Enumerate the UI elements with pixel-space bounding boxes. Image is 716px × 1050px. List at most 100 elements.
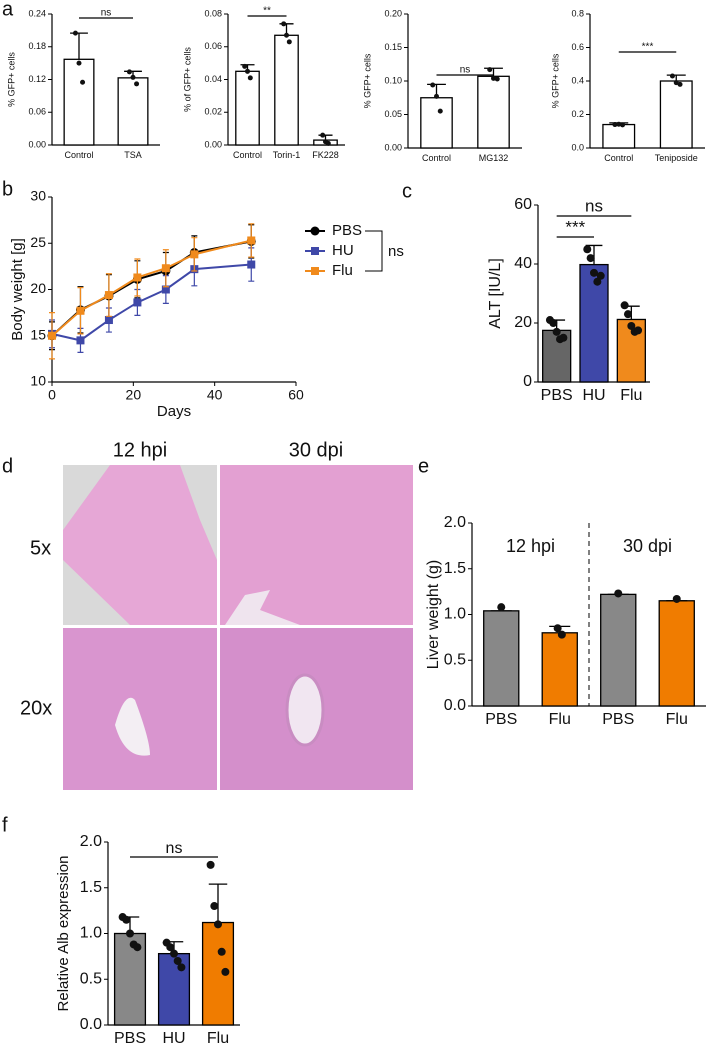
y-axis-label: Relative Alb expression xyxy=(55,856,72,1012)
marker xyxy=(161,264,170,273)
vessel xyxy=(63,465,110,530)
y-tick-label: 0.6 xyxy=(571,42,584,52)
x-tick-label: PBS xyxy=(602,711,634,728)
y-tick-label: 15 xyxy=(30,326,46,342)
column-label: 30 dpi xyxy=(289,439,344,461)
x-axis-label: Days xyxy=(157,403,191,420)
y-tick-label: 1.5 xyxy=(444,560,466,577)
histology: 12 hpi 30 dpi 5x 20x xyxy=(20,439,413,790)
marker xyxy=(104,291,113,300)
annotation: ns xyxy=(166,840,183,857)
chart: 0.00 0.05 0.10 0.15 0.20 % GFP+ cells Control M… xyxy=(362,8,522,163)
x-tick-label: Torin-1 xyxy=(273,150,301,160)
y-axis-label: Liver weight (g) xyxy=(425,560,442,669)
y-tick-label: 0.00 xyxy=(204,139,222,149)
y-tick-label: 0 xyxy=(523,373,532,390)
y-tick-label: 0.5 xyxy=(444,651,466,668)
data-point xyxy=(80,79,86,85)
x-tick-label: HU xyxy=(162,1030,185,1047)
group-label: 30 dpi xyxy=(623,536,672,556)
x-tick-label: Teniposide xyxy=(655,153,698,163)
bar xyxy=(274,34,299,146)
annotation: ns xyxy=(460,65,471,76)
y-tick-label: 20 xyxy=(514,314,532,331)
data-point xyxy=(620,301,629,310)
data-point xyxy=(623,310,632,319)
y-tick-label: 40 xyxy=(514,255,532,272)
marker xyxy=(76,306,85,315)
bar xyxy=(602,123,636,149)
x-tick-label: 0 xyxy=(48,387,56,403)
legend-label: HU xyxy=(332,242,354,259)
y-tick-label: 0.08 xyxy=(204,8,222,18)
panel-label: c xyxy=(402,180,412,202)
data-point xyxy=(586,254,595,263)
annotation: *** xyxy=(642,42,654,53)
annotation: *** xyxy=(565,218,585,237)
y-tick-label: 0.8 xyxy=(571,8,584,18)
marker xyxy=(247,260,256,269)
y-tick-label: 0.05 xyxy=(384,109,402,119)
series-line xyxy=(51,240,252,337)
x-tick-label: 60 xyxy=(288,387,304,403)
panel-label: b xyxy=(2,178,13,200)
panel-label: a xyxy=(2,0,14,20)
chart: 0.0 0.5 1.0 1.5 2.0 Liver weight (g) PBS Flu PBS… xyxy=(425,514,706,728)
marker xyxy=(133,273,142,282)
chart: 0.0 0.2 0.4 0.6 0.8 % GFP+ cells Control Tenipo… xyxy=(550,8,705,163)
data-point xyxy=(549,319,558,327)
data-point xyxy=(286,39,292,45)
y-axis-label: ALT [IU/L] xyxy=(487,258,504,329)
x-tick-label: TSA xyxy=(124,150,142,160)
data-point xyxy=(672,594,681,603)
error-bar xyxy=(666,74,686,81)
y-tick-label: 0.06 xyxy=(28,107,46,117)
bar xyxy=(235,70,260,146)
chart: 0.0 0.5 1.0 1.5 2.0 Relative Alb expression PB… xyxy=(55,833,240,1047)
data-point xyxy=(616,121,622,127)
x-tick-label: Flu xyxy=(666,711,688,728)
data-point xyxy=(437,108,443,114)
panel-label: f xyxy=(2,814,8,836)
y-tick-label: 0.4 xyxy=(571,75,584,85)
data-point xyxy=(284,32,289,38)
data-point xyxy=(134,81,140,87)
y-axis-label: Body weight [g] xyxy=(9,238,26,341)
y-tick-label: 10 xyxy=(30,373,46,389)
column-label: 12 hpi xyxy=(113,439,168,461)
y-tick-label: 1.0 xyxy=(444,606,466,623)
marker xyxy=(247,236,256,245)
data-point xyxy=(614,589,623,598)
data-point xyxy=(634,326,643,335)
y-tick-label: 20 xyxy=(30,280,46,296)
data-point xyxy=(677,81,683,87)
data-point xyxy=(552,327,561,336)
data-point xyxy=(620,122,626,128)
data-point xyxy=(596,271,605,280)
x-tick-label: PBS xyxy=(541,387,573,404)
bar xyxy=(600,593,637,707)
row-label: 20x xyxy=(20,697,52,719)
y-tick-label: 0.0 xyxy=(80,1016,102,1033)
group-label: 12 hpi xyxy=(506,536,555,556)
y-tick-label: 0.0 xyxy=(444,697,466,714)
legend-marker xyxy=(311,267,319,275)
data-point xyxy=(281,21,287,27)
x-tick-label: Flu xyxy=(207,1030,229,1047)
y-tick-label: 0.5 xyxy=(80,970,102,987)
legend-marker xyxy=(311,247,319,255)
y-tick-label: 0.24 xyxy=(28,8,46,18)
vessel xyxy=(63,560,130,625)
marker xyxy=(48,331,56,340)
data-point xyxy=(133,943,142,952)
legend-bracket xyxy=(365,230,383,272)
y-tick-label: 0.0 xyxy=(571,142,584,152)
y-axis-label: % GFP+ cells xyxy=(6,52,16,107)
data-point xyxy=(612,122,618,128)
data-point xyxy=(434,93,439,99)
vessel xyxy=(180,465,217,560)
error-bar xyxy=(208,883,228,923)
vessel xyxy=(285,673,325,747)
data-point xyxy=(491,75,496,81)
